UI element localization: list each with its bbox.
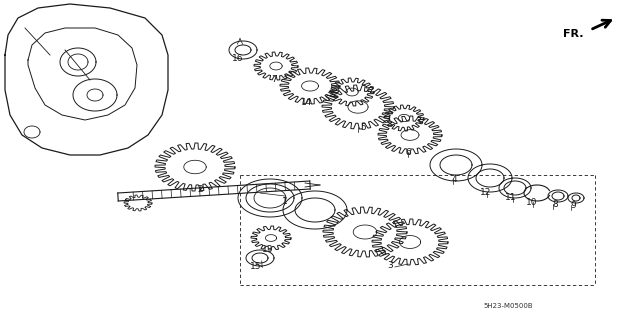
Text: 8: 8 <box>552 200 558 209</box>
Text: 7: 7 <box>271 75 277 84</box>
Text: 1: 1 <box>282 197 288 206</box>
Text: 12: 12 <box>480 188 492 197</box>
Text: 3: 3 <box>387 261 393 270</box>
Text: FR.: FR. <box>563 29 584 39</box>
Text: 2: 2 <box>197 185 203 194</box>
Text: 11: 11 <box>505 193 516 202</box>
Text: 16: 16 <box>232 54 244 63</box>
Text: 15: 15 <box>250 262 262 271</box>
Text: 6: 6 <box>405 148 411 157</box>
Text: 9: 9 <box>570 201 576 210</box>
Text: 5: 5 <box>360 123 366 132</box>
Text: 4: 4 <box>451 175 457 184</box>
Text: 10: 10 <box>526 198 538 207</box>
Text: 5H23-M0500B: 5H23-M0500B <box>483 303 533 309</box>
Text: 13: 13 <box>262 245 274 254</box>
Text: 14: 14 <box>301 98 313 107</box>
